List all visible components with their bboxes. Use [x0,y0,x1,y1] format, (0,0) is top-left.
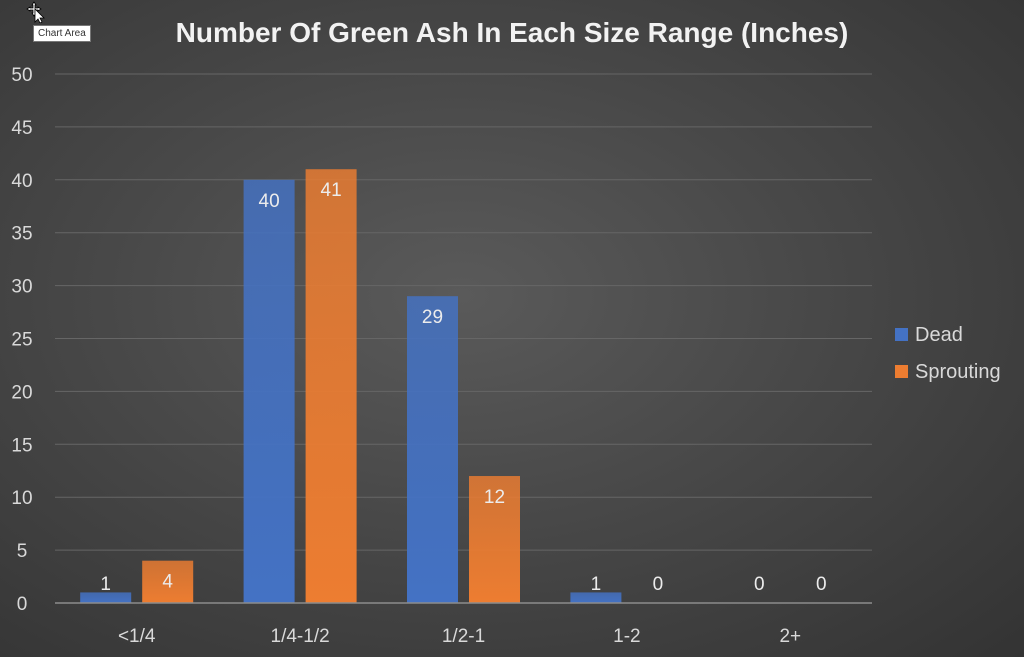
x-tick-label: <1/4 [118,626,156,647]
x-tick-label: 2+ [779,626,801,647]
x-tick-label: 1/4-1/2 [271,626,330,647]
data-label: 12 [484,487,505,508]
data-label: 40 [259,191,280,212]
y-tick-label: 25 [11,330,32,351]
move-cursor-icon [26,1,45,23]
data-label: 41 [321,180,342,201]
legend-swatch-sprouting [895,365,908,378]
y-tick-label: 10 [11,488,32,509]
y-tick-label: 15 [11,435,32,456]
y-tick-label: 40 [11,171,32,192]
bar-dead-0[interactable] [80,592,132,603]
x-tick-label: 1/2-1 [442,626,485,647]
data-label: 0 [653,574,664,595]
chart-area-tooltip: Chart Area [33,25,91,42]
bar-sprouting-0[interactable] [142,560,194,603]
chart-title: Number Of Green Ash In Each Size Range (… [176,17,849,48]
data-label: 4 [162,572,173,593]
legend-label-sprouting[interactable]: Sprouting [915,361,1001,383]
y-tick-label: 50 [11,65,32,86]
bar-dead-3[interactable] [570,592,622,603]
x-tick-label: 1-2 [613,626,640,647]
y-tick-label: 45 [11,118,32,139]
y-tick-label: 20 [11,382,32,403]
data-label: 0 [816,574,827,595]
y-tick-label: 30 [11,277,32,298]
data-label: 1 [591,574,602,595]
y-tick-label: 5 [17,541,28,562]
data-label: 29 [422,307,443,328]
data-label: 0 [754,574,765,595]
data-label: 1 [100,574,111,595]
bar-sprouting-2[interactable] [469,476,520,603]
y-tick-label: 35 [11,224,32,245]
bar-sprouting-1[interactable] [305,169,357,603]
legend-swatch-dead [895,328,908,341]
bar-dead-2[interactable] [407,296,458,603]
legend-label-dead[interactable]: Dead [915,324,963,346]
y-tick-label: 0 [17,594,28,615]
bar-dead-1[interactable] [243,179,295,604]
